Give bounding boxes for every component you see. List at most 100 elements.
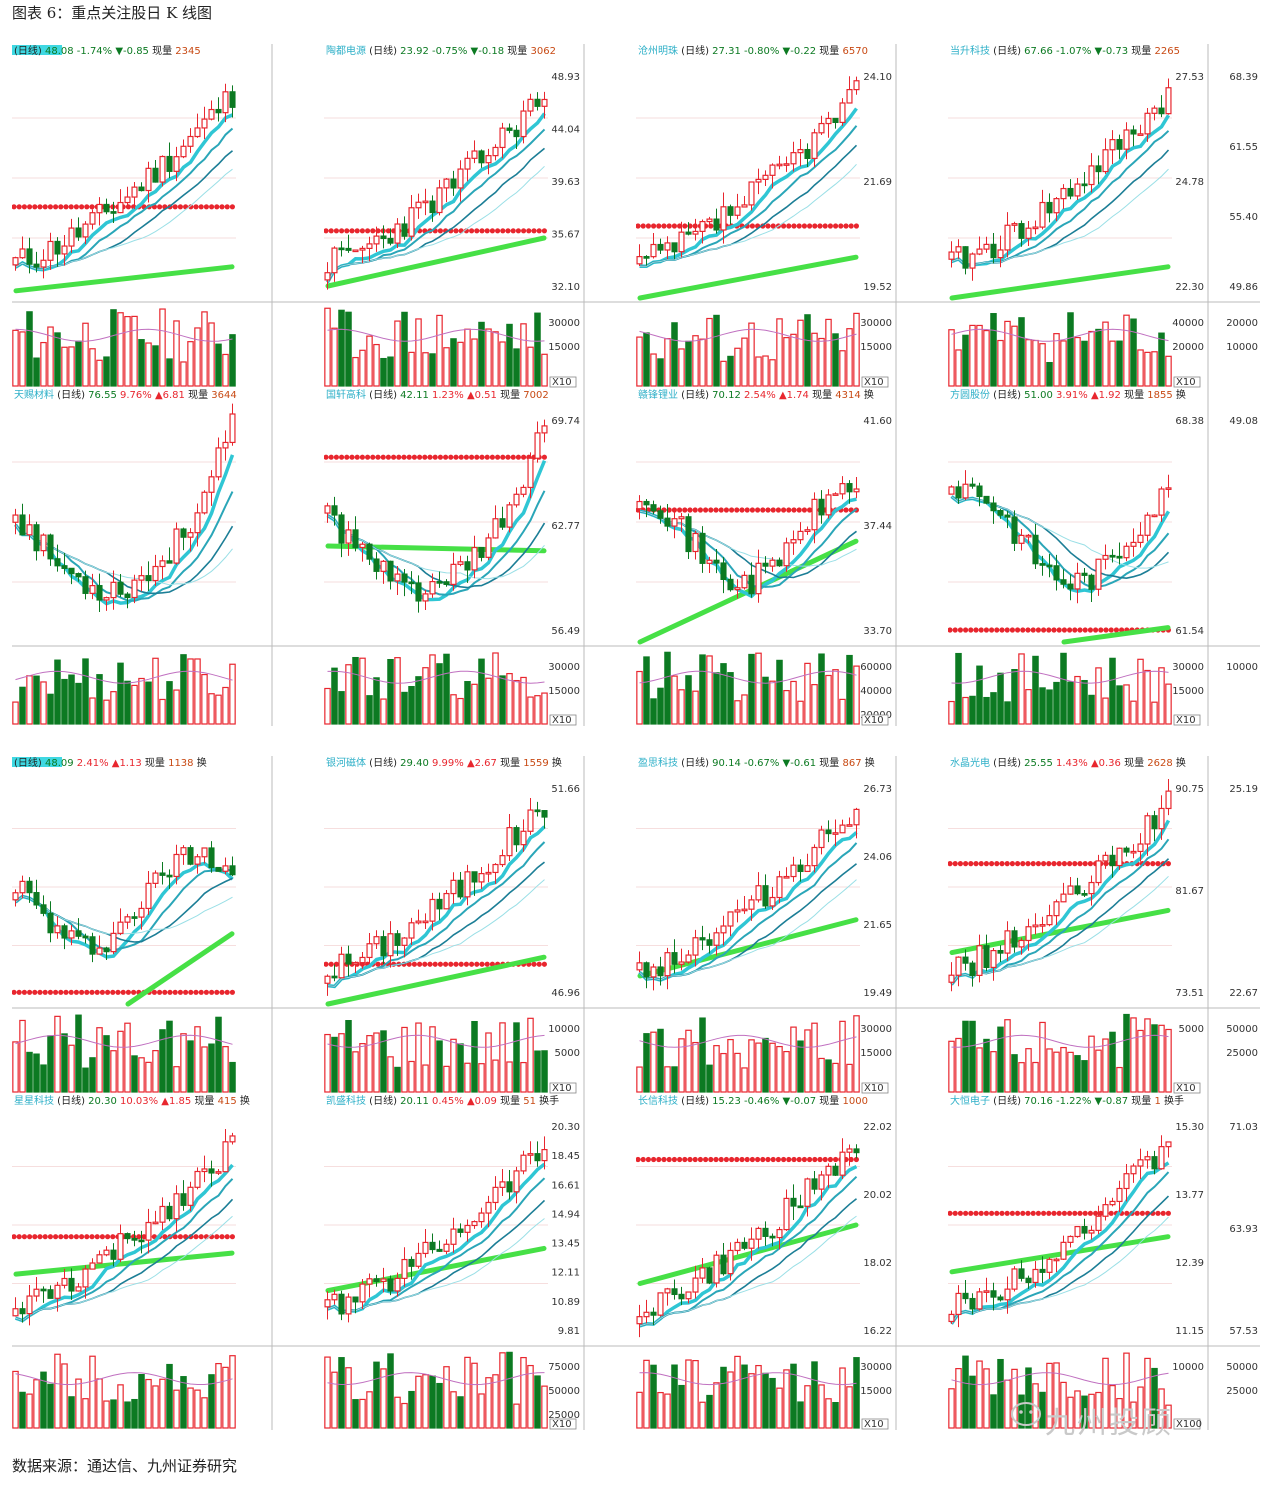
volume-bar bbox=[408, 686, 415, 725]
header-segment: ▲0.51 bbox=[467, 390, 500, 401]
price-tick-label: 12.39 bbox=[1175, 1258, 1204, 1269]
candle-body bbox=[201, 491, 208, 514]
candle-body bbox=[948, 251, 955, 260]
resistance-dot bbox=[380, 454, 386, 460]
resistance-dot bbox=[755, 1156, 761, 1163]
resistance-dot bbox=[448, 961, 454, 967]
volume-bar bbox=[1123, 1013, 1130, 1093]
resistance-dot bbox=[458, 454, 464, 460]
resistance-dot bbox=[677, 1156, 683, 1163]
resistance-dot bbox=[661, 223, 667, 229]
resistance-dot bbox=[333, 454, 339, 460]
candle-body bbox=[1004, 1288, 1011, 1301]
candle-body bbox=[26, 1295, 33, 1315]
candle-body bbox=[969, 1297, 976, 1310]
candle-body bbox=[499, 518, 506, 528]
volume-bar bbox=[352, 1051, 359, 1093]
candle-body bbox=[699, 220, 706, 233]
volume-bar bbox=[541, 692, 548, 725]
header-segment: 水晶光电 bbox=[950, 756, 990, 769]
header-segment: 沧州明珠 bbox=[638, 44, 678, 57]
resistance-dot bbox=[651, 223, 657, 229]
volume-bar bbox=[699, 654, 706, 725]
resistance-dot bbox=[443, 454, 449, 460]
volume-bar bbox=[832, 1062, 839, 1093]
candle-body bbox=[366, 243, 373, 249]
candle-body bbox=[650, 1311, 657, 1316]
candle-body bbox=[492, 146, 499, 157]
volume-bar bbox=[124, 680, 131, 725]
volume-bar bbox=[650, 1364, 657, 1429]
volume-bar bbox=[783, 337, 790, 387]
header-segment: ▼-0.73 bbox=[1095, 46, 1132, 57]
volume-tick-label: 40000 bbox=[860, 686, 892, 697]
candle-body bbox=[117, 1233, 124, 1260]
candle-body bbox=[408, 207, 415, 237]
candle-body bbox=[1158, 807, 1165, 830]
volume-bar bbox=[359, 657, 366, 725]
volume-bar bbox=[520, 1356, 527, 1429]
volume-bar bbox=[534, 1050, 541, 1093]
volume-bar bbox=[1039, 687, 1046, 725]
candle-body bbox=[201, 118, 208, 129]
candlestick-panel: 盈思科技 (日线) 90.14 -0.67% ▼-0.61 现量 867 换26… bbox=[636, 756, 948, 1094]
candle-body bbox=[401, 573, 408, 583]
candle-body bbox=[541, 425, 548, 434]
candle-body bbox=[338, 514, 345, 544]
candle-body bbox=[853, 80, 860, 91]
header-segment: 9.76% bbox=[120, 390, 155, 401]
volume-bar bbox=[1074, 1055, 1081, 1093]
resistance-dot bbox=[79, 1234, 85, 1240]
volume-bar bbox=[194, 658, 201, 725]
resistance-dot bbox=[411, 961, 417, 967]
candle-body bbox=[962, 956, 969, 964]
volume-bar bbox=[40, 341, 47, 387]
header-segment: 换手 bbox=[539, 1094, 559, 1107]
candle-body bbox=[657, 243, 664, 251]
volume-bar bbox=[1151, 1367, 1158, 1429]
volume-bar bbox=[1074, 336, 1081, 387]
candle-body bbox=[692, 532, 699, 553]
candle-body bbox=[818, 1174, 825, 1190]
candle-body bbox=[173, 528, 180, 564]
volume-bar bbox=[818, 1384, 825, 1429]
candle-body bbox=[983, 495, 990, 504]
resistance-dot bbox=[73, 989, 79, 995]
resistance-dot bbox=[666, 223, 672, 229]
volume-bar bbox=[853, 665, 860, 725]
candle-body bbox=[1095, 860, 1102, 884]
candle-body bbox=[713, 1254, 720, 1284]
header-segment: -1.07% bbox=[1056, 46, 1095, 57]
ma5-line bbox=[639, 107, 858, 268]
candle-body bbox=[1130, 850, 1137, 854]
volume-bar bbox=[741, 1067, 748, 1093]
candle-body bbox=[166, 1205, 173, 1220]
volume-ma-line bbox=[327, 670, 545, 684]
resistance-dot bbox=[209, 989, 215, 995]
resistance-dot bbox=[328, 228, 334, 234]
candle-body bbox=[825, 1165, 832, 1176]
figure-source: 数据来源：通达信、九州证券研究 bbox=[12, 1457, 238, 1475]
volume-bar bbox=[720, 360, 727, 387]
candle-body bbox=[152, 565, 159, 582]
volume-bar bbox=[853, 312, 860, 387]
candle-body bbox=[485, 871, 492, 875]
volume-bar bbox=[506, 1351, 513, 1429]
candle-body bbox=[443, 1243, 450, 1252]
candle-body bbox=[373, 936, 380, 945]
header-segment: 现量 bbox=[500, 389, 523, 401]
candle-body bbox=[373, 235, 380, 245]
candle-body bbox=[846, 483, 853, 493]
candle-body bbox=[839, 483, 846, 495]
candle-body bbox=[1137, 133, 1144, 136]
volume-bar bbox=[145, 681, 152, 725]
volume-bar bbox=[422, 667, 429, 725]
candle-body bbox=[478, 1212, 485, 1223]
resistance-dot bbox=[42, 1234, 48, 1240]
volume-bar bbox=[678, 348, 685, 387]
volume-bar bbox=[1060, 1381, 1067, 1429]
price-tick-label: 62.77 bbox=[551, 521, 580, 532]
candle-body bbox=[1123, 1173, 1130, 1190]
resistance-dot bbox=[89, 204, 95, 210]
resistance-dot bbox=[42, 989, 48, 995]
